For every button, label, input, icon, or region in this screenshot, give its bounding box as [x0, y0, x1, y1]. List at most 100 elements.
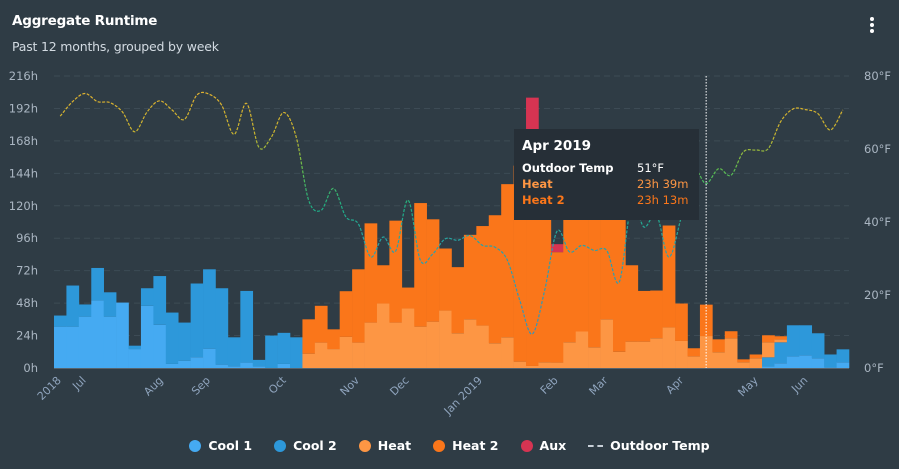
bar-cool-1 — [103, 316, 117, 368]
bar-heat — [675, 340, 688, 368]
bar-heat-2 — [612, 199, 626, 352]
bar-heat — [637, 341, 651, 368]
bar-heat — [463, 319, 477, 368]
bar-aux — [550, 244, 564, 253]
bar-heat — [662, 327, 676, 368]
legend-label: Aux — [539, 438, 567, 453]
bar-cool-2 — [277, 332, 291, 364]
bar-heat — [302, 353, 316, 368]
bar-heat — [451, 333, 465, 368]
legend-label: Outdoor Temp — [610, 438, 710, 453]
legend-label: Heat — [377, 438, 412, 453]
bar-heat — [575, 331, 589, 368]
x-tick-label: Jun — [788, 374, 810, 396]
bar-cool-2 — [153, 276, 167, 325]
bar-heat-2 — [662, 225, 676, 328]
bar-heat-2 — [625, 265, 639, 342]
x-tick-label: 2018 — [35, 374, 64, 403]
x-tick-label: Sep — [189, 374, 213, 398]
runtime-chart: 0h 24h 48h 72h 96h 120h 144h 168h 192h 216h 0°F 20… — [9, 69, 891, 418]
y-tick-label: 216h — [9, 69, 38, 83]
tooltip-value: 23h 39m — [637, 177, 689, 191]
bar-cool-1 — [153, 324, 167, 368]
bar-heat-2 — [488, 215, 502, 344]
bar-cool-2 — [762, 357, 775, 367]
bar-heat — [550, 362, 564, 368]
bar-heat — [600, 319, 614, 368]
tooltip-value: 51°F — [637, 161, 664, 175]
bar-cool-2 — [140, 288, 154, 306]
kebab-menu-icon[interactable] — [866, 17, 878, 39]
outdoor-temp-line — [59, 91, 844, 335]
bar-cool-1 — [227, 366, 241, 368]
x-tick-label: Jul — [69, 374, 88, 393]
bar-heat-2 — [650, 290, 663, 339]
legend-item-heat[interactable]: Heat — [358, 438, 412, 453]
bar-cool-2 — [786, 325, 800, 357]
bar-cool-1 — [91, 300, 104, 368]
tooltip-row-outdoor-temp: Outdoor Temp 51°F — [522, 160, 691, 176]
cool-1-swatch-icon — [189, 439, 202, 452]
bar-heat — [339, 336, 353, 368]
bar-heat-2 — [712, 339, 726, 353]
bar-heat — [749, 358, 763, 368]
bar-heat-2 — [687, 348, 701, 357]
bar-heat — [364, 322, 378, 368]
bar-heat — [314, 342, 328, 368]
tooltip-row-heat: Heat 23h 39m — [522, 176, 691, 192]
x-tick-label: Aug — [141, 374, 165, 398]
tooltip: Apr 2019 Outdoor Temp 51°F Heat 23h 39m … — [514, 129, 699, 220]
heat-2-swatch-icon — [433, 439, 446, 452]
bar-heat — [687, 356, 701, 368]
bar-cool-2 — [91, 267, 104, 301]
bar-heat-2 — [401, 287, 415, 309]
y-right-tick-label: 0°F — [864, 361, 884, 375]
bar-heat — [538, 362, 552, 368]
cool-2-swatch-icon — [274, 439, 287, 452]
bars — [54, 97, 850, 368]
bar-cool-2 — [824, 354, 837, 368]
bar-heat — [712, 352, 726, 368]
legend-item-aux[interactable]: Aux — [520, 438, 567, 453]
bar-heat — [376, 303, 390, 368]
bar-heat-2 — [364, 223, 378, 323]
y-tick-label: 24h — [16, 329, 38, 343]
bar-heat-2 — [762, 335, 775, 343]
bar-heat — [774, 339, 788, 343]
bar-heat-2 — [476, 226, 490, 326]
bar-heat — [762, 342, 775, 358]
legend: Cool 1 Cool 2 Heat Heat 2 Aux Outdoor Te… — [0, 438, 899, 453]
legend-item-cool-1[interactable]: Cool 1 — [189, 438, 252, 453]
bar-cool-1 — [178, 360, 191, 368]
bar-cool-1 — [215, 364, 229, 368]
bar-cool-2 — [66, 285, 80, 327]
y-right-tick-label: 80°F — [864, 69, 891, 83]
bar-cool-1 — [762, 366, 775, 368]
y-tick-label: 120h — [9, 199, 38, 213]
legend-label: Cool 1 — [208, 438, 253, 453]
bar-cool-1 — [799, 355, 813, 368]
y-right-tick-label: 40°F — [864, 215, 891, 229]
x-tick-label: Mar — [587, 374, 611, 398]
bar-heat — [612, 351, 626, 368]
x-tick-label: Apr — [664, 374, 687, 397]
bar-cool-1 — [836, 362, 850, 368]
bar-cool-1 — [140, 305, 154, 368]
bar-cool-2 — [774, 342, 788, 364]
bar-cool-2 — [799, 325, 813, 356]
bar-cool-1 — [203, 348, 216, 368]
bar-heat-2 — [352, 269, 365, 343]
bar-cool-2 — [240, 290, 254, 363]
bar-cool-1 — [824, 367, 837, 368]
bar-heat-2 — [327, 329, 340, 350]
bar-heat-2 — [550, 252, 564, 363]
legend-item-outdoor-temp[interactable]: Outdoor Temp — [588, 438, 710, 453]
bar-heat — [513, 361, 527, 368]
x-tick-label: May — [735, 374, 761, 400]
tooltip-title: Apr 2019 — [522, 138, 592, 154]
legend-item-cool-2[interactable]: Cool 2 — [274, 438, 337, 453]
legend-item-heat-2[interactable]: Heat 2 — [433, 438, 499, 453]
bar-heat-2 — [389, 220, 403, 323]
bar-heat — [724, 338, 738, 368]
bar-cool-2 — [178, 322, 191, 361]
